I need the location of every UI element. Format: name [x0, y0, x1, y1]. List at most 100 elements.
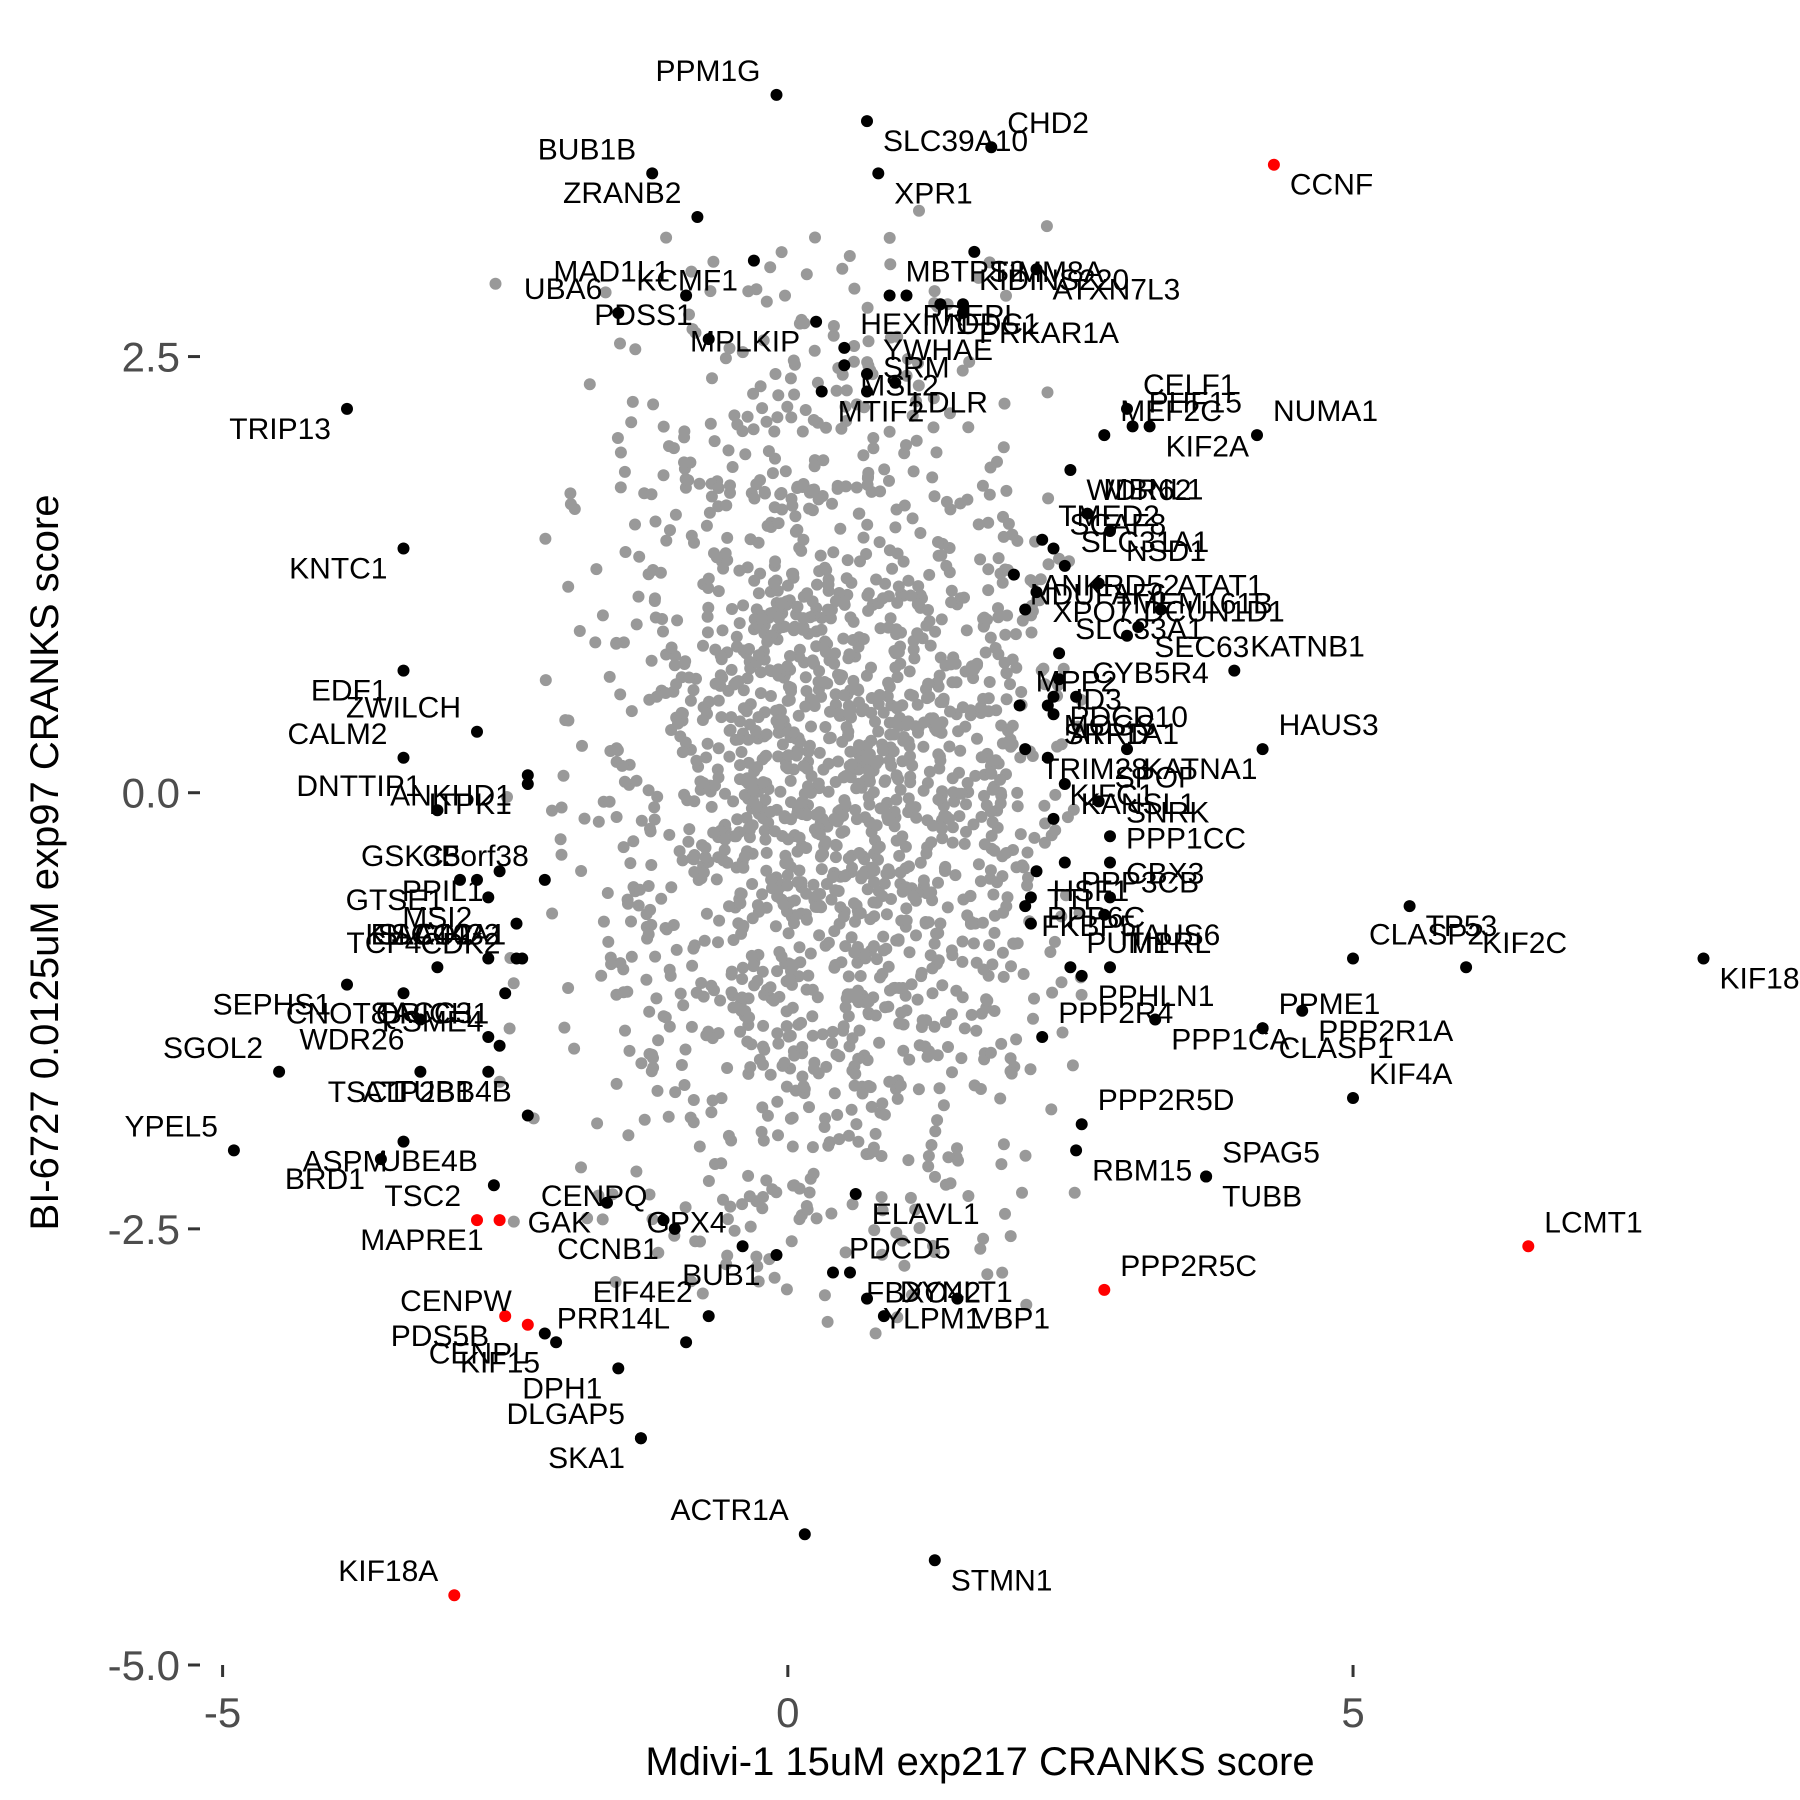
background-point — [630, 1165, 643, 1178]
background-point — [741, 410, 754, 423]
background-point — [806, 983, 819, 996]
background-point — [800, 1200, 813, 1212]
background-point — [923, 615, 936, 628]
background-point — [796, 795, 809, 808]
background-point — [685, 529, 698, 542]
background-point — [626, 395, 639, 408]
background-point — [947, 786, 960, 799]
background-point — [895, 1006, 908, 1019]
background-point — [977, 963, 990, 976]
background-point — [771, 1027, 784, 1040]
background-point — [1016, 614, 1029, 627]
background-point — [869, 1009, 882, 1022]
background-point — [1071, 720, 1084, 733]
background-point — [888, 716, 901, 729]
background-point — [795, 544, 808, 557]
data-point — [1070, 1144, 1083, 1157]
data-point — [1053, 673, 1066, 686]
background-point — [876, 1204, 889, 1217]
gene-label: TUBB4B — [395, 1076, 512, 1109]
background-point — [826, 1025, 839, 1038]
data-point — [601, 1196, 613, 1209]
background-point — [994, 797, 1007, 810]
background-point — [929, 1125, 942, 1138]
background-point — [554, 833, 567, 846]
background-point — [791, 876, 804, 889]
background-point — [781, 660, 794, 673]
background-point — [750, 800, 763, 813]
background-point — [926, 987, 939, 1000]
background-point — [832, 755, 845, 768]
background-point — [705, 490, 718, 503]
background-point — [849, 804, 862, 816]
background-point — [778, 1056, 791, 1069]
data-point — [1522, 1240, 1535, 1253]
background-point — [780, 1080, 793, 1093]
background-point — [974, 1083, 987, 1095]
background-point — [575, 1161, 587, 1174]
background-point — [687, 1094, 700, 1106]
background-point — [710, 551, 723, 564]
data-point — [471, 873, 483, 886]
background-point — [951, 1142, 963, 1155]
background-point — [591, 1117, 604, 1130]
data-point — [1036, 1031, 1049, 1043]
background-point — [891, 547, 904, 560]
data-point — [1098, 1283, 1111, 1296]
background-point — [930, 927, 943, 940]
background-point — [678, 456, 690, 469]
background-point — [660, 231, 673, 244]
background-point — [806, 654, 819, 667]
background-point — [939, 1016, 952, 1029]
background-point — [850, 782, 863, 795]
background-point — [806, 504, 819, 517]
background-point — [900, 902, 913, 915]
background-point — [829, 647, 841, 660]
background-point — [705, 800, 718, 813]
gene-label: CENPW — [400, 1285, 512, 1318]
background-point — [898, 1259, 911, 1272]
background-point — [796, 1070, 809, 1083]
background-point — [757, 776, 770, 789]
background-point — [678, 1079, 691, 1091]
gene-label: SCAF8 — [1070, 509, 1167, 542]
background-point — [892, 580, 905, 593]
data-point — [1047, 812, 1060, 825]
data-point — [1064, 961, 1077, 974]
background-point — [703, 695, 715, 708]
background-point — [721, 856, 734, 869]
background-point — [996, 946, 1009, 959]
background-point — [784, 372, 797, 385]
background-point — [833, 1050, 846, 1063]
background-point — [912, 1083, 925, 1096]
data-point — [900, 289, 913, 302]
background-point — [985, 829, 998, 842]
gene-label: SEC63 — [1154, 631, 1249, 664]
background-point — [822, 578, 835, 591]
gene-label: PPP6C — [1047, 901, 1145, 934]
background-point — [756, 965, 769, 978]
background-point — [802, 969, 815, 982]
background-point — [704, 285, 717, 298]
background-point — [906, 409, 919, 422]
background-point — [825, 893, 838, 906]
background-point — [758, 824, 771, 837]
background-point — [904, 1191, 917, 1204]
data-point — [1251, 429, 1263, 442]
gene-label: SNRK — [1126, 796, 1209, 829]
background-point — [670, 943, 683, 956]
gene-label: DLGAP5 — [507, 1398, 625, 1431]
background-point — [678, 431, 691, 444]
background-point — [865, 485, 878, 498]
background-point — [648, 801, 661, 814]
gene-label: SEPHS1 — [213, 989, 331, 1022]
background-point — [844, 745, 857, 758]
background-point — [555, 848, 568, 861]
gene-label: EIF4E2 — [593, 1276, 693, 1309]
background-point — [616, 759, 629, 772]
data-point — [1019, 603, 1032, 616]
background-point — [617, 841, 630, 854]
background-point — [926, 471, 939, 484]
background-point — [573, 625, 586, 637]
data-point — [1256, 1022, 1269, 1035]
